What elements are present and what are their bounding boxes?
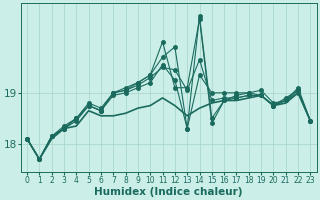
X-axis label: Humidex (Indice chaleur): Humidex (Indice chaleur) bbox=[94, 187, 243, 197]
